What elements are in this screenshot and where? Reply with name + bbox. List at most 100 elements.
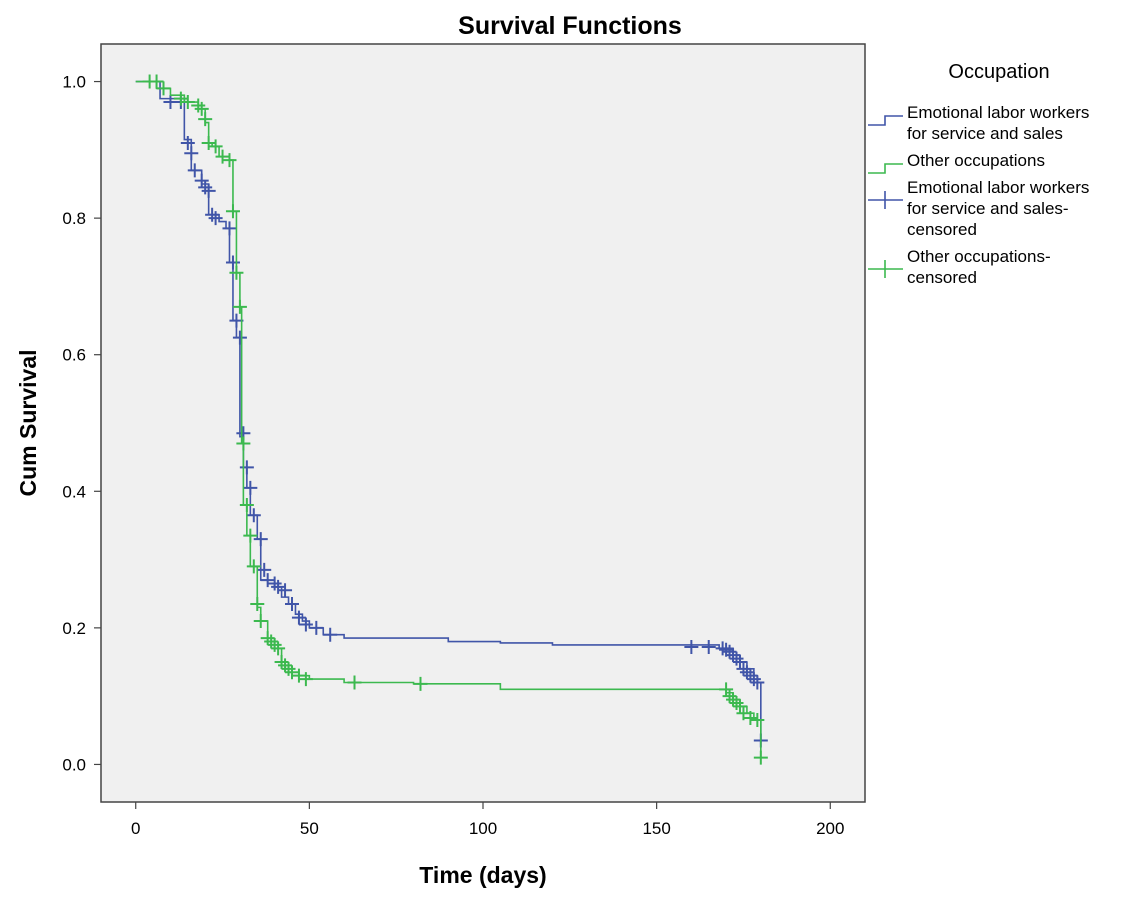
- censor-mark: [260, 573, 275, 588]
- censor-mark: [180, 136, 195, 151]
- censor-mark: [225, 204, 240, 219]
- y-tick-label: 1.0: [62, 73, 86, 92]
- censor-mark: [205, 207, 220, 222]
- censor-mark: [729, 651, 744, 666]
- censor-mark: [743, 711, 758, 726]
- censor-mark: [722, 644, 737, 659]
- censor-mark: [156, 81, 171, 96]
- censor-mark: [732, 655, 747, 670]
- censor-mark: [208, 139, 223, 154]
- censor-mark: [208, 211, 223, 226]
- censor-mark: [701, 639, 716, 654]
- censor-mark: [239, 497, 254, 512]
- censor-mark: [743, 668, 758, 683]
- y-tick-label: 0.2: [62, 619, 86, 638]
- censor-mark: [257, 562, 272, 577]
- censor-mark: [173, 91, 188, 106]
- censor-mark: [243, 480, 258, 495]
- plot-area: [100, 43, 866, 803]
- y-tick-label: 0.8: [62, 209, 86, 228]
- censor-mark: [198, 180, 213, 195]
- legend-symbol: [868, 115, 903, 126]
- censor-mark: [201, 183, 216, 198]
- censor-mark: [187, 163, 202, 178]
- censor-mark: [260, 631, 275, 646]
- legend-symbol: [868, 260, 903, 278]
- censor-mark: [719, 682, 734, 697]
- legend-label: Emotional labor workers: [907, 178, 1089, 197]
- censor-mark: [750, 713, 765, 728]
- censor-mark: [243, 528, 258, 543]
- censor-mark: [253, 614, 268, 629]
- censor-mark: [739, 665, 754, 680]
- censor-mark: [222, 153, 237, 168]
- legend-label: censored: [907, 268, 977, 287]
- series-layer: [135, 74, 768, 765]
- censor-mark: [278, 583, 293, 598]
- x-tick-label: 50: [300, 819, 319, 838]
- legend: Occupation Emotional labor workers for se…: [868, 61, 1089, 287]
- censor-mark: [253, 532, 268, 547]
- censor-mark: [267, 637, 282, 652]
- y-tick-label: 0.4: [62, 482, 86, 501]
- censor-mark: [309, 620, 324, 635]
- censor-mark: [198, 112, 213, 127]
- censor-mark: [271, 579, 286, 594]
- censor-mark: [215, 149, 230, 164]
- censor-mark: [246, 559, 261, 574]
- y-tick-label: 0.0: [62, 755, 86, 774]
- x-tick-label: 100: [469, 819, 497, 838]
- censor-mark: [281, 661, 296, 676]
- censor-mark: [191, 98, 206, 113]
- censor-mark: [225, 255, 240, 270]
- censor-mark: [267, 576, 282, 591]
- censor-mark: [149, 74, 164, 89]
- legend-title: Occupation: [948, 61, 1049, 83]
- legend-symbol: [868, 191, 903, 209]
- censor-mark: [347, 675, 362, 690]
- y-axis-label: Cum Survival: [15, 350, 41, 497]
- censor-mark: [726, 648, 741, 663]
- censor-mark: [732, 699, 747, 714]
- x-axis-label: Time (days): [419, 862, 546, 888]
- chart-title: Survival Functions: [458, 12, 682, 40]
- censor-mark: [413, 676, 428, 691]
- censor-mark: [194, 173, 209, 188]
- censor-mark: [194, 101, 209, 116]
- censor-mark: [722, 689, 737, 704]
- censor-mark: [201, 136, 216, 151]
- y-axis: 0.0 0.2 0.4 0.6 0.8 1.0: [62, 73, 101, 774]
- censor-mark: [250, 596, 265, 611]
- x-axis: 0 50 100 150 200: [131, 802, 844, 838]
- censor-mark: [746, 672, 761, 687]
- censor-mark: [750, 675, 765, 690]
- x-tick-label: 200: [816, 819, 844, 838]
- censor-mark: [236, 436, 251, 451]
- censor-mark: [278, 658, 293, 673]
- y-tick-label: 0.6: [62, 346, 86, 365]
- censor-mark: [298, 672, 313, 687]
- censor-mark: [232, 330, 247, 345]
- censor-mark: [753, 750, 768, 765]
- censor-mark: [285, 665, 299, 680]
- censor-mark: [684, 639, 699, 654]
- x-tick-label: 0: [131, 819, 140, 838]
- censor-mark: [298, 617, 313, 632]
- censor-mark: [291, 668, 306, 683]
- censor-mark: [264, 634, 279, 649]
- censor-mark: [715, 641, 730, 656]
- legend-label: censored: [907, 220, 977, 239]
- censor-mark: [736, 661, 751, 676]
- x-tick-label: 150: [642, 819, 670, 838]
- censor-mark: [271, 641, 286, 656]
- censor-mark: [232, 299, 247, 314]
- legend-label: Emotional labor workers: [907, 103, 1089, 122]
- censor-mark: [274, 655, 289, 670]
- legend-label: for service and sales: [907, 124, 1063, 143]
- censor-mark: [229, 265, 244, 280]
- legend-label: for service and sales-: [907, 199, 1069, 218]
- censor-mark: [222, 221, 237, 236]
- legend-symbol: [868, 163, 903, 174]
- censor-mark: [285, 596, 299, 611]
